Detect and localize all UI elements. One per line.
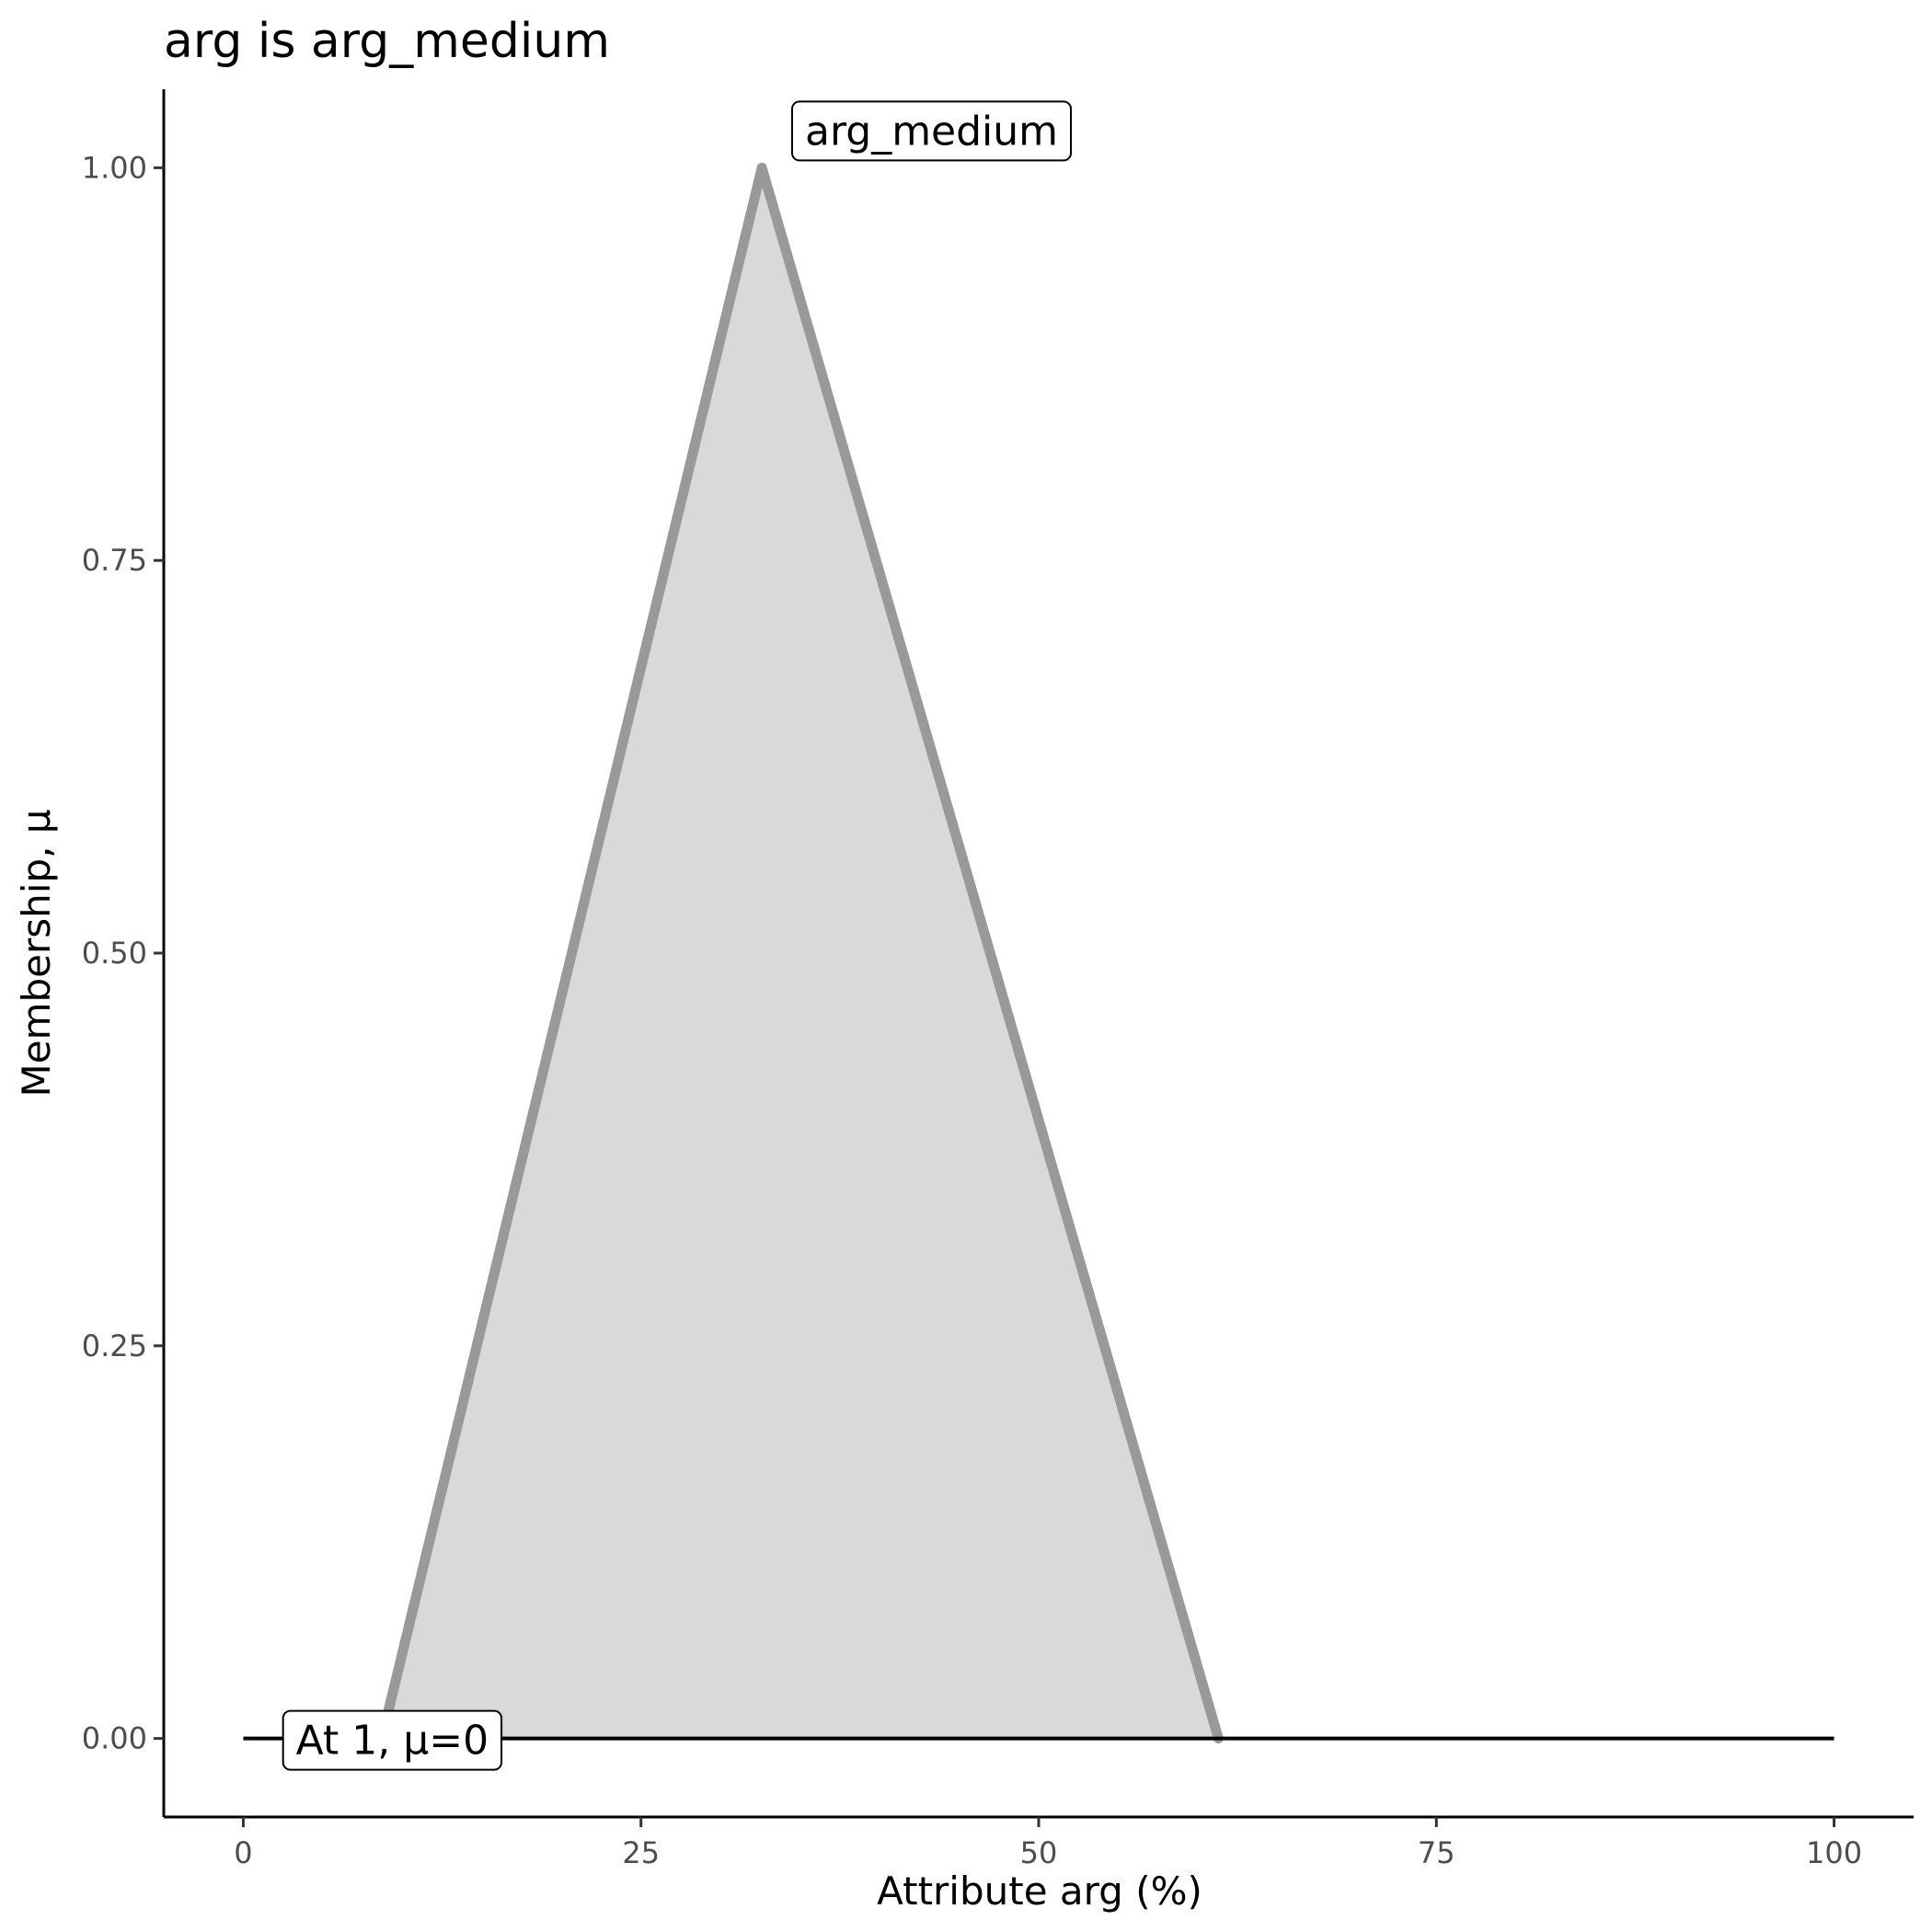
annotation-box bbox=[790, 100, 1073, 162]
x-tick-label: 25 bbox=[622, 1835, 660, 1870]
y-tick-label: 1.00 bbox=[82, 150, 147, 185]
x-tick-label: 100 bbox=[1806, 1835, 1862, 1870]
annotation-box bbox=[282, 1709, 503, 1771]
y-tick-label: 0.00 bbox=[82, 1721, 147, 1756]
membership-area-layer bbox=[376, 162, 1224, 1744]
x-axis-ticks: 0 25 50 75 100 bbox=[234, 1817, 1862, 1870]
y-tick-label: 0.25 bbox=[82, 1328, 147, 1363]
x-tick-label: 0 bbox=[234, 1835, 252, 1870]
annotation-layer: arg_medium At 1, μ=0 bbox=[282, 100, 1073, 1771]
x-axis-label: Attribute arg (%) bbox=[877, 1869, 1202, 1914]
membership-area-fill bbox=[381, 167, 1219, 1739]
y-axis-ticks: 0.00 0.25 0.50 0.75 1.00 bbox=[82, 150, 164, 1756]
x-tick-label: 75 bbox=[1418, 1835, 1455, 1870]
chart-title: arg is arg_medium bbox=[164, 14, 610, 69]
x-tick-label: 50 bbox=[1020, 1835, 1058, 1870]
membership-curve bbox=[376, 162, 1224, 1744]
y-tick-label: 0.50 bbox=[82, 936, 147, 971]
y-axis-label: Membership, μ bbox=[14, 809, 59, 1097]
y-tick-label: 0.75 bbox=[82, 543, 147, 578]
annotation-label: At 1, μ=0 bbox=[282, 1709, 503, 1771]
annotation-text: arg_medium bbox=[805, 108, 1058, 155]
annotation-text: At 1, μ=0 bbox=[296, 1718, 489, 1765]
annotation-label: arg_medium bbox=[790, 100, 1073, 162]
